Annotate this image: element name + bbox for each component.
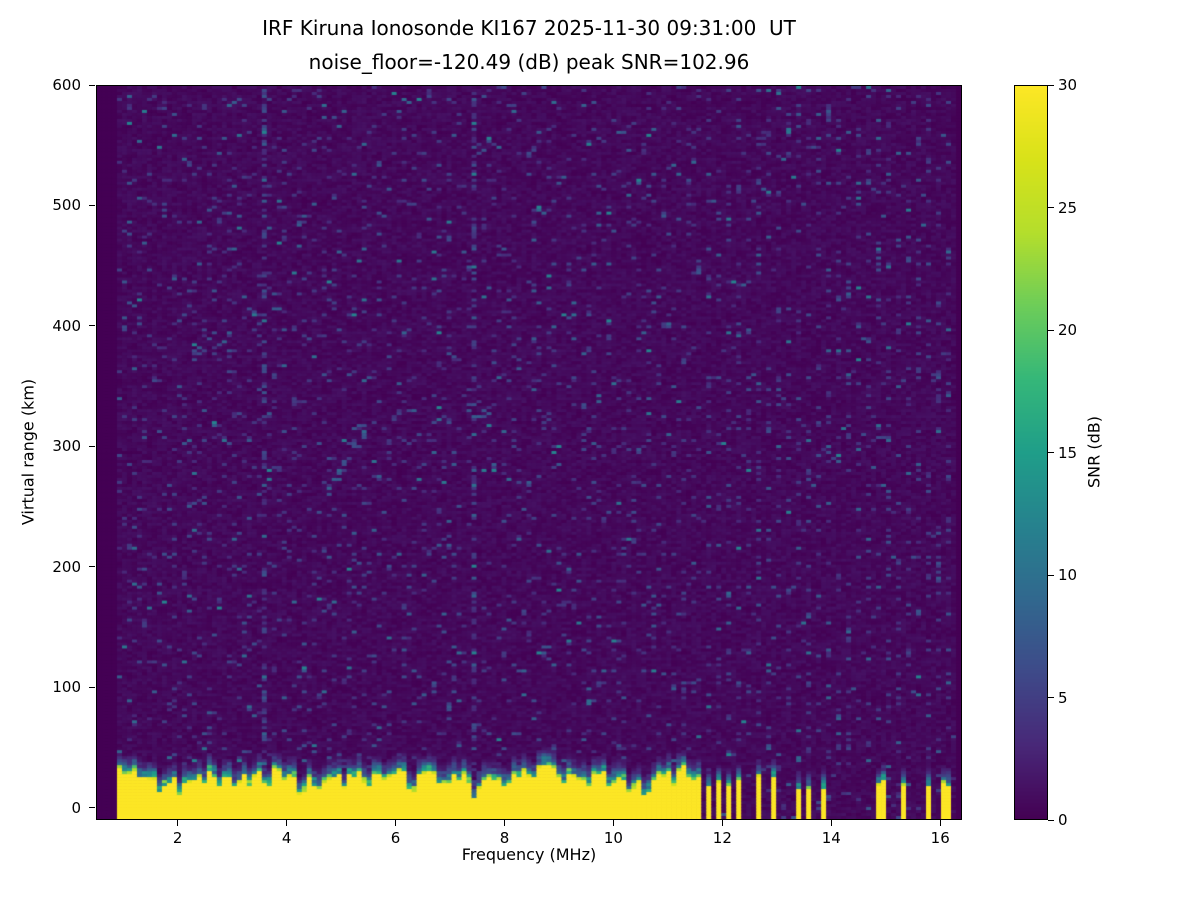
colorbar-tick-mark <box>1048 329 1054 331</box>
colorbar-tick-mark <box>1048 84 1054 86</box>
x-tick-label: 16 <box>930 829 950 847</box>
plot-area <box>96 85 962 820</box>
y-tick-mark <box>89 325 95 327</box>
colorbar-tick-label: 5 <box>1058 688 1068 707</box>
y-tick-mark <box>89 445 95 447</box>
y-tick-label: 500 <box>52 196 81 215</box>
colorbar-gradient-canvas <box>1015 86 1047 819</box>
heatmap-canvas <box>97 86 961 819</box>
colorbar <box>1014 85 1048 820</box>
x-tick-mark <box>177 820 179 826</box>
x-axis-label: Frequency (MHz) <box>461 845 597 864</box>
x-tick-mark <box>721 820 723 826</box>
colorbar-tick-label: 25 <box>1058 198 1078 217</box>
chart-title: IRF Kiruna Ionosonde KI167 2025-11-30 09… <box>262 16 796 40</box>
y-tick-label: 100 <box>52 678 81 697</box>
chart-subtitle: noise_floor=-120.49 (dB) peak SNR=102.96 <box>308 50 750 74</box>
x-tick-mark <box>830 820 832 826</box>
x-tick-label: 14 <box>821 829 841 847</box>
y-tick-mark <box>89 566 95 568</box>
x-tick-label: 4 <box>281 829 292 847</box>
colorbar-tick-mark <box>1048 574 1054 576</box>
colorbar-tick-mark <box>1048 819 1054 821</box>
x-tick-label: 12 <box>712 829 732 847</box>
colorbar-tick-mark <box>1048 452 1054 453</box>
colorbar-tick-label: 0 <box>1058 811 1068 829</box>
x-tick-mark <box>286 820 288 826</box>
y-tick-label: 200 <box>52 557 81 576</box>
x-tick-mark <box>612 820 614 826</box>
colorbar-tick-label: 30 <box>1058 76 1078 94</box>
x-tick-mark <box>939 820 941 826</box>
y-tick-label: 400 <box>52 316 81 335</box>
x-tick-label: 10 <box>603 829 623 847</box>
colorbar-tick-label: 20 <box>1058 321 1078 339</box>
y-tick-mark <box>89 84 95 86</box>
y-tick-mark <box>89 686 95 688</box>
x-tick-label: 6 <box>390 829 401 847</box>
colorbar-tick-label: 10 <box>1058 566 1078 584</box>
y-tick-mark <box>89 204 95 206</box>
colorbar-tick-mark <box>1048 697 1054 698</box>
y-tick-mark <box>89 807 95 809</box>
x-tick-mark <box>395 820 397 826</box>
y-tick-label: 0 <box>71 798 81 817</box>
x-tick-mark <box>503 820 505 826</box>
colorbar-tick-label: 15 <box>1058 443 1078 462</box>
x-tick-label: 2 <box>172 829 183 847</box>
colorbar-tick-mark <box>1048 207 1054 208</box>
y-tick-label: 300 <box>52 437 81 456</box>
y-tick-label: 600 <box>52 76 81 94</box>
x-tick-label: 8 <box>499 829 510 847</box>
